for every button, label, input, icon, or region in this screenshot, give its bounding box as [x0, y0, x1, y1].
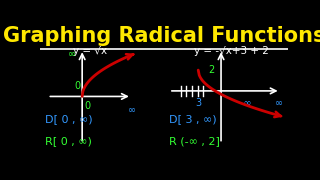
Text: Graphing Radical Functions: Graphing Radical Functions [3, 26, 320, 46]
Text: ∞: ∞ [275, 98, 284, 108]
Text: -∞: -∞ [240, 98, 252, 108]
Text: y = -√x+3 + 2: y = -√x+3 + 2 [194, 46, 268, 56]
Text: ∞: ∞ [68, 49, 76, 59]
Text: R (-∞ , 2]: R (-∞ , 2] [169, 136, 220, 146]
Text: D[ 3 , ∞): D[ 3 , ∞) [169, 114, 217, 124]
Text: 0: 0 [75, 81, 81, 91]
Text: ∞: ∞ [128, 105, 136, 115]
Text: 3: 3 [195, 98, 201, 108]
Text: 2: 2 [209, 65, 215, 75]
Text: y = √x: y = √x [73, 46, 107, 56]
Text: R[ 0 , ∞): R[ 0 , ∞) [45, 136, 92, 146]
Text: D[ 0 , ∞): D[ 0 , ∞) [45, 114, 92, 124]
Text: 0: 0 [85, 101, 91, 111]
